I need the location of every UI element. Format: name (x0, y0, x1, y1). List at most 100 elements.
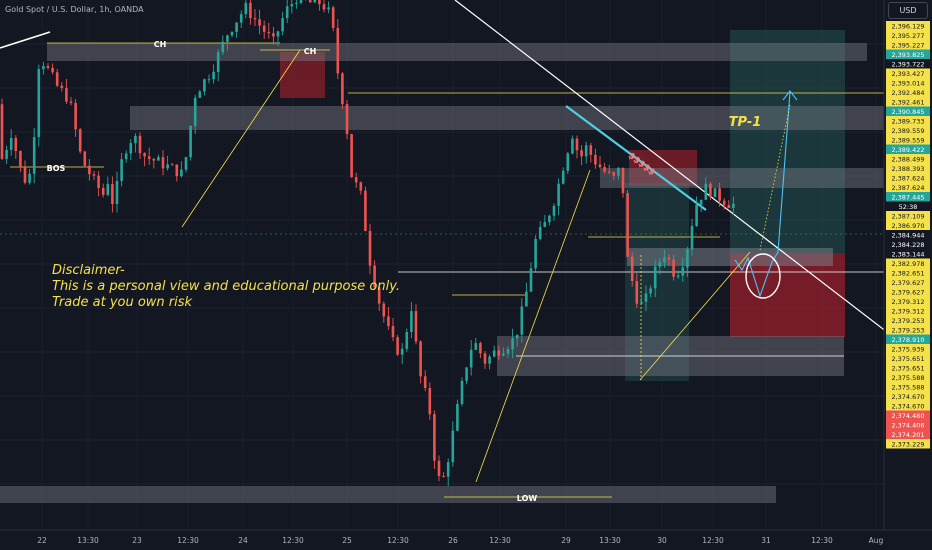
time-axis-background (0, 530, 932, 550)
candle-body (686, 249, 689, 268)
price-tag-box (886, 220, 930, 230)
time-axis[interactable] (0, 529, 932, 550)
candle-body (373, 265, 376, 288)
candle-body (51, 67, 54, 73)
price-tag-label: 2,379.627 (891, 279, 924, 287)
candle-body (428, 387, 432, 415)
price-tag-label: 2,374.201 (891, 431, 924, 439)
zone-entry (627, 248, 833, 266)
candle-body (382, 303, 386, 317)
price-tag-label: 2,393.014 (891, 80, 924, 88)
candle-body (414, 311, 418, 342)
price-tag-box (886, 277, 930, 287)
candle-body (603, 167, 606, 172)
candle-body (198, 91, 202, 98)
price-tag-box (886, 106, 930, 116)
price-tag-box (886, 182, 930, 192)
price-tag-label: 2,390.845 (891, 108, 924, 116)
candle-body (644, 293, 648, 302)
candle-body (364, 190, 367, 231)
price-tag-label: 2,387.624 (891, 184, 924, 192)
candle-body (318, 0, 321, 5)
candle-body (635, 281, 639, 304)
trendline-white-top-left (0, 31, 51, 49)
disclaimer-line-2: This is a personal view and educational … (52, 279, 401, 294)
candle-body (212, 71, 215, 80)
candle-body (534, 238, 537, 269)
price-tag-box (886, 296, 930, 306)
candle-body (520, 306, 524, 335)
candle-body (506, 349, 510, 354)
candle-body (147, 156, 151, 160)
price-tag-box (886, 268, 930, 278)
price-tag-label: 2,374.406 (891, 422, 924, 430)
candle-body (78, 129, 82, 152)
price-tag-box (886, 192, 930, 202)
candle-body (566, 153, 570, 171)
candle-body (175, 164, 179, 177)
candle-body (456, 403, 459, 431)
candle-body (699, 199, 703, 205)
projection-arrowhead (782, 90, 798, 101)
price-tag-box (886, 154, 930, 164)
candle-body (479, 343, 482, 354)
price-tag-box (886, 372, 930, 382)
trendline-yellow-3 (639, 251, 751, 381)
target-zone[interactable] (730, 30, 845, 253)
candle-body (327, 7, 330, 10)
price-tag-box (886, 163, 930, 173)
price-tag-box (886, 306, 930, 316)
symbol-title[interactable]: Gold Spot / U.S. Dollar, 1h, OANDA (5, 5, 144, 14)
candle-body (115, 180, 119, 204)
price-tag-label: 2,395.227 (891, 42, 924, 50)
candle-body (391, 325, 395, 338)
candle-body (722, 200, 726, 206)
zone-ch-top (47, 43, 867, 61)
candle-body (336, 27, 340, 74)
price-tag-label: 2,375.651 (891, 355, 924, 363)
candle-body (640, 301, 643, 304)
price-tag-box (886, 201, 930, 211)
price-tag-label: 2,387.109 (891, 213, 924, 221)
candle-body (97, 175, 100, 189)
price-tag-box (886, 401, 930, 411)
candle-body (92, 174, 96, 176)
candle-body (129, 143, 133, 154)
candle-body (709, 183, 712, 198)
price-tag-label: 2,379.312 (891, 308, 924, 316)
candle-body (442, 475, 445, 477)
price-tag-box (886, 391, 930, 401)
time-tick-label: 12:30 (489, 536, 511, 545)
candle-body (410, 311, 413, 333)
candles-layer (0, 0, 735, 486)
price-tag-box (886, 68, 930, 78)
price-tag-label: 2,375.588 (891, 384, 924, 392)
candle-body (120, 159, 123, 181)
candle-body (207, 79, 211, 81)
price-tag-label: 2,389.559 (891, 127, 924, 135)
price-tag-label: 2,393.825 (891, 51, 924, 59)
candle-body (419, 341, 422, 377)
candle-body (690, 225, 694, 250)
currency-button[interactable]: USD (888, 2, 928, 19)
candle-body (612, 172, 616, 176)
stop-zone[interactable] (730, 253, 845, 337)
candle-body (483, 353, 487, 364)
price-tag-label: 52:38 (899, 203, 918, 211)
candle-body (653, 266, 657, 289)
candle-body (244, 2, 248, 15)
low-label: LOW (517, 494, 538, 503)
time-tick-label: 26 (448, 536, 458, 545)
candle-body (308, 0, 312, 3)
candle-body (451, 430, 455, 463)
candle-body (180, 169, 183, 177)
order-block-zone (629, 150, 697, 186)
candle-body (341, 73, 344, 105)
candle-body (55, 72, 59, 86)
price-tag-box (886, 382, 930, 392)
candle-body (423, 376, 427, 388)
candle-body (106, 184, 110, 195)
price-tag-box (886, 97, 930, 107)
